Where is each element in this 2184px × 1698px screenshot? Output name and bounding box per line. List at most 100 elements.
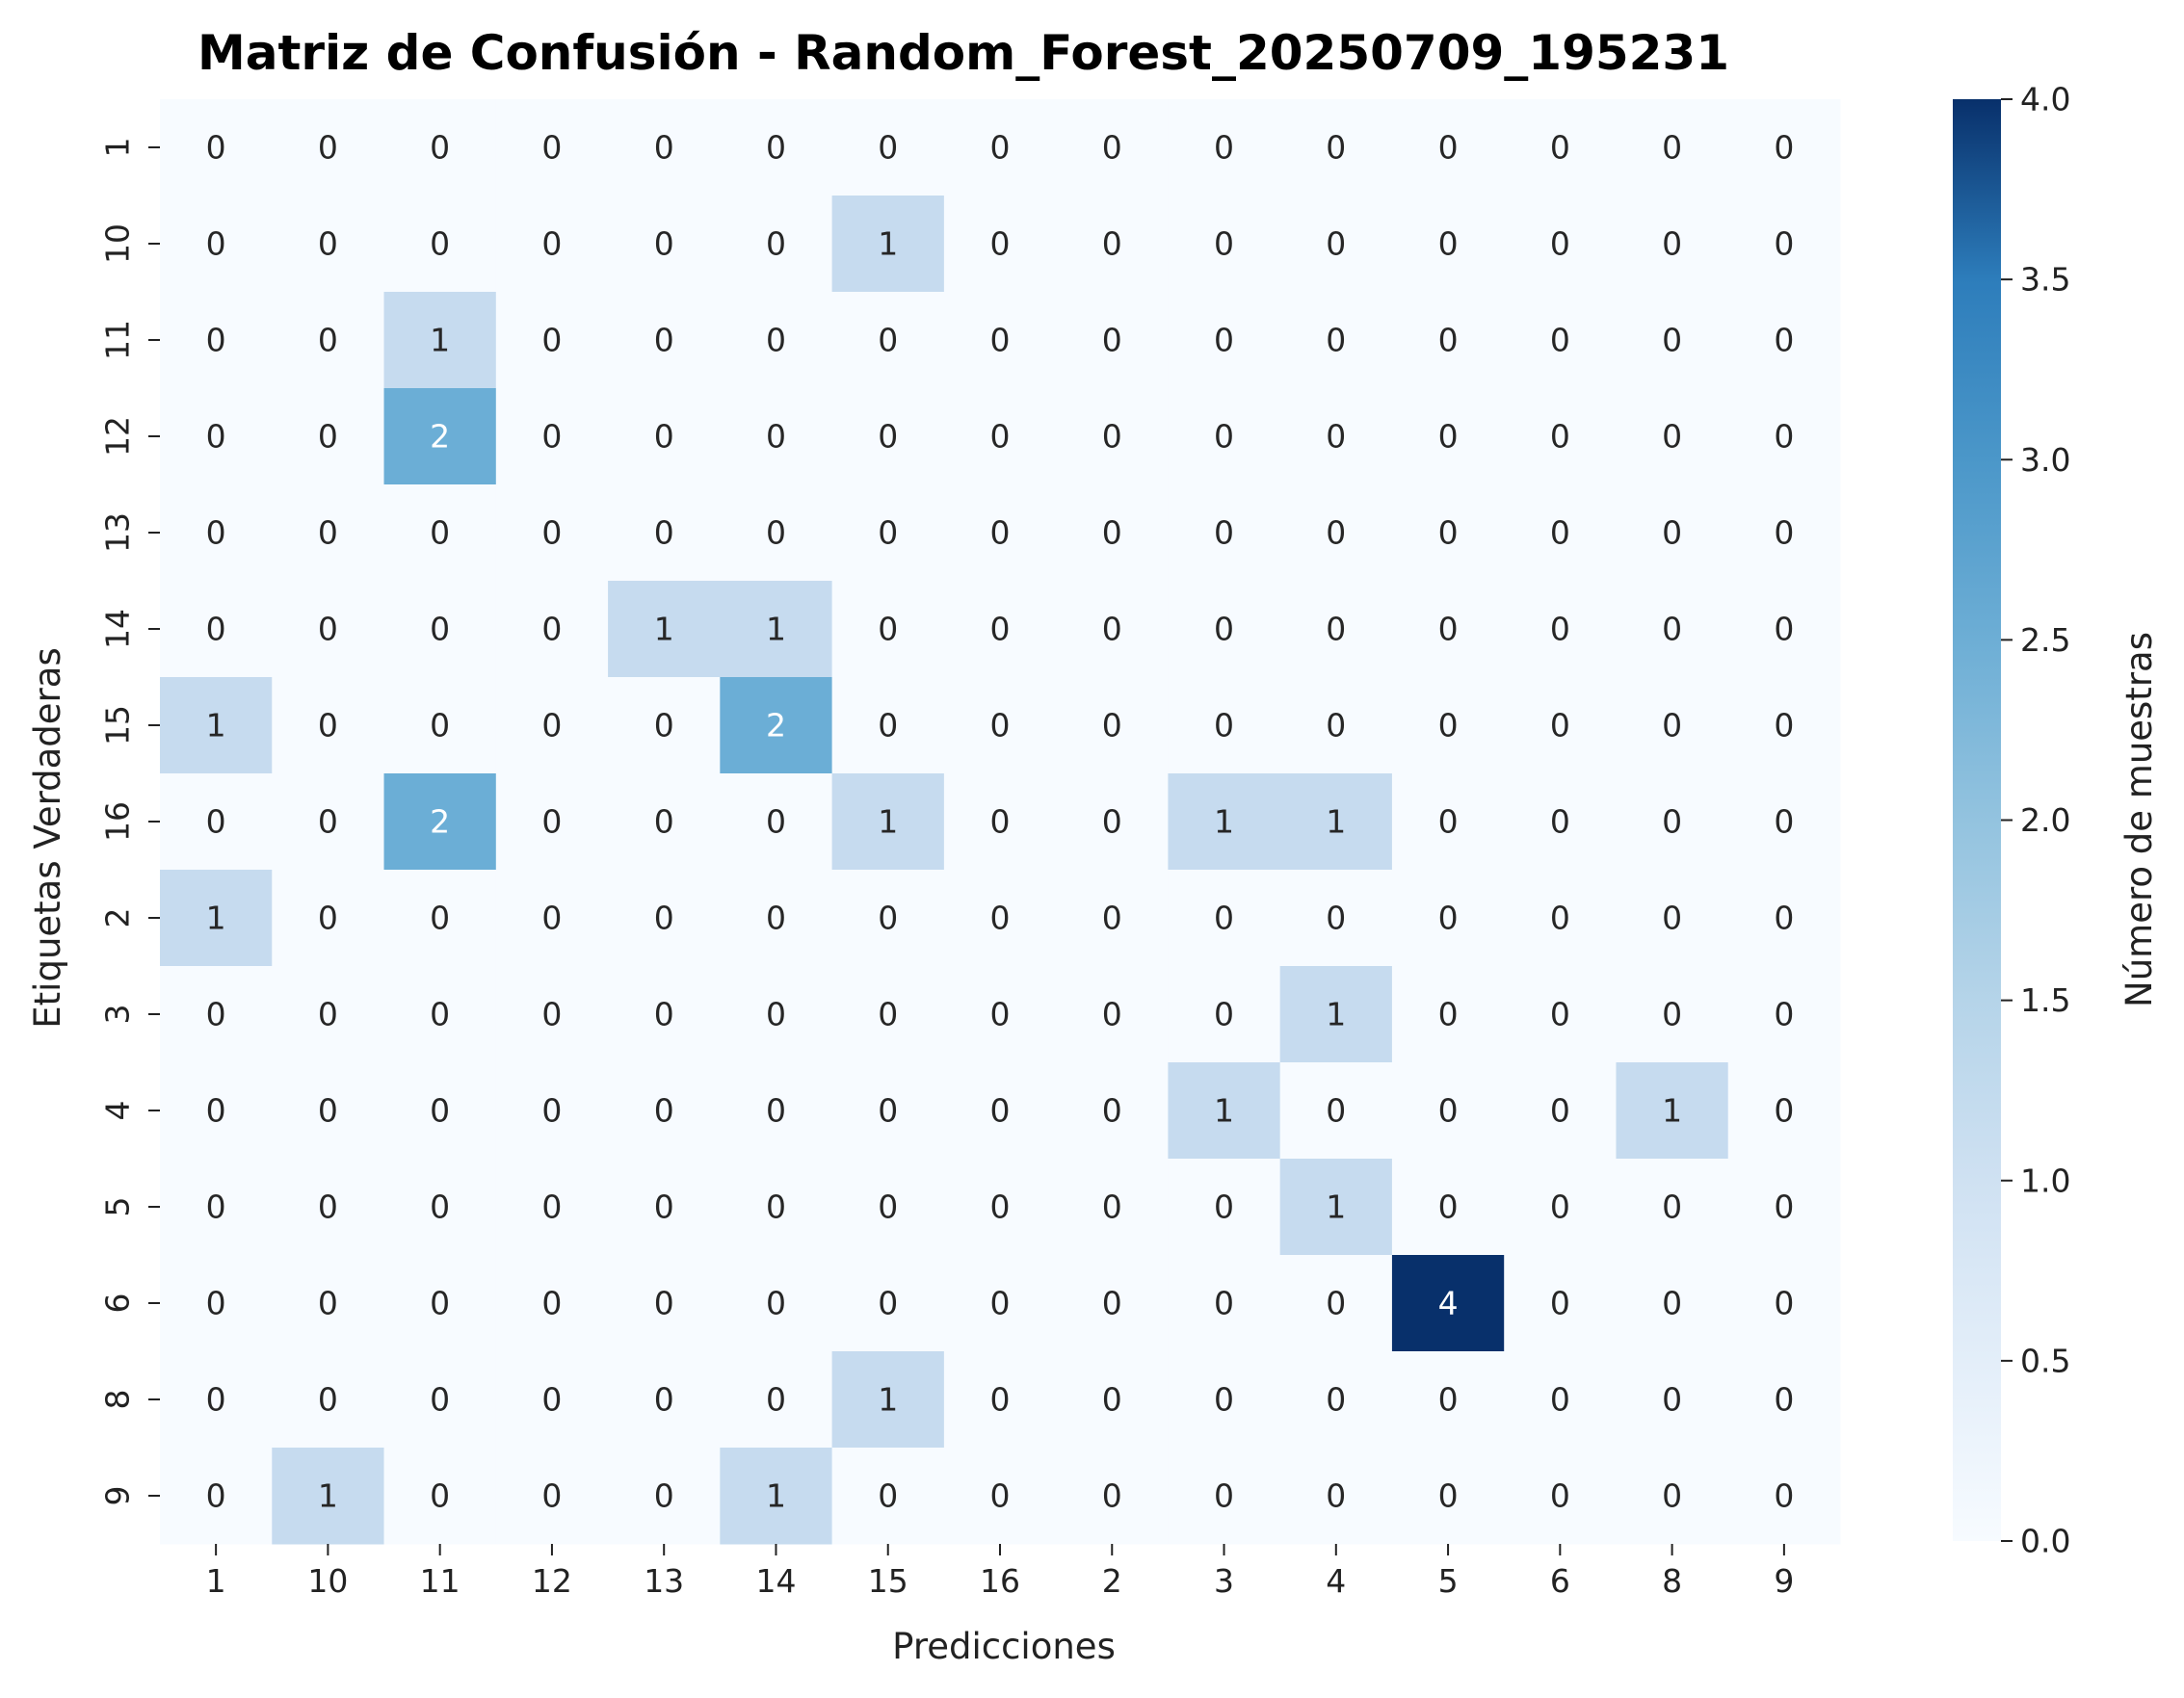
cell-value-label: 0 <box>1550 514 1570 552</box>
heatmap-cell <box>1504 773 1617 871</box>
heatmap-cell <box>1168 292 1281 389</box>
heatmap-cell <box>1504 1062 1617 1160</box>
cell-value-label: 0 <box>206 1477 226 1515</box>
heatmap-cell <box>1279 99 1393 196</box>
cell-value-label: 0 <box>1550 418 1570 456</box>
cell-value-label: 0 <box>318 1092 338 1130</box>
heatmap-cell <box>1056 1255 1169 1352</box>
cell-value-label: 0 <box>206 611 226 648</box>
heatmap-cell <box>495 773 609 871</box>
heatmap-cell <box>160 870 273 967</box>
colorbar-gradient <box>1953 99 2001 1541</box>
cell-value-label: 0 <box>1102 1477 1122 1515</box>
cell-value-label: 0 <box>1438 1381 1459 1419</box>
heatmap-cell <box>1727 99 1841 196</box>
cell-value-label: 0 <box>1550 996 1570 1033</box>
heatmap-cell <box>1391 388 1505 485</box>
cell-value-label: 0 <box>1438 514 1459 552</box>
x-tick-label: 4 <box>1326 1562 1346 1600</box>
y-tick-label: 5 <box>99 1197 137 1217</box>
heatmap-cell <box>1391 773 1505 871</box>
heatmap-cell <box>943 196 1057 293</box>
heatmap-cell <box>1616 484 1729 582</box>
cell-value-label: 2 <box>430 803 450 841</box>
cell-value-label: 1 <box>206 707 226 745</box>
heatmap-cell <box>1616 196 1729 293</box>
colorbar-ticks: 0.0 0.5 1.0 1.5 2.0 2.5 3.0 3.5 4.0 <box>2001 81 2070 1560</box>
heatmap-cell <box>1168 1448 1281 1545</box>
cell-value-label: 0 <box>541 900 562 937</box>
cell-value-label: 0 <box>1102 900 1122 937</box>
cell-value-label: 0 <box>1662 900 1682 937</box>
cell-value-label: 0 <box>766 1285 786 1322</box>
cell-value-label: 0 <box>1438 322 1459 359</box>
cell-value-label: 0 <box>206 1189 226 1226</box>
cell-value-label: 0 <box>654 1189 674 1226</box>
heatmap-cell <box>272 677 385 774</box>
heatmap-cell <box>831 677 945 774</box>
heatmap-cell <box>1616 870 1729 967</box>
heatmap-cell <box>1727 388 1841 485</box>
heatmap-cell <box>1056 773 1169 871</box>
cell-value-label: 1 <box>878 225 898 263</box>
cell-value-label: 0 <box>878 1092 898 1130</box>
cell-value-label: 0 <box>766 322 786 359</box>
cell-value-label: 0 <box>1214 418 1234 456</box>
heatmap-cell <box>383 1351 497 1449</box>
cell-value-label: 0 <box>541 1092 562 1130</box>
heatmap-cell <box>1168 1062 1281 1160</box>
heatmap-cell <box>1279 773 1393 871</box>
cell-value-label: 0 <box>1774 1381 1794 1419</box>
cell-value-label: 0 <box>1214 1381 1234 1419</box>
cell-value-label: 0 <box>1774 611 1794 648</box>
cell-value-label: 0 <box>766 803 786 841</box>
heatmap-cell <box>608 677 721 774</box>
heatmap-cell <box>1056 1062 1169 1160</box>
heatmap-cell <box>1504 484 1617 582</box>
cell-value-label: 0 <box>878 1477 898 1515</box>
heatmap-cell <box>272 966 385 1063</box>
cell-value-label: 0 <box>990 1381 1011 1419</box>
x-tick-label: 1 <box>206 1562 226 1600</box>
heatmap-cell <box>272 581 385 678</box>
heatmap-cell <box>720 1448 833 1545</box>
heatmap-cell <box>272 388 385 485</box>
heatmap-cell <box>1504 292 1617 389</box>
y-tick-label: 3 <box>99 1005 137 1025</box>
y-axis-ticks: 1 10 11 12 13 14 15 16 2 3 4 5 6 8 9 <box>99 138 160 1506</box>
heatmap-cell <box>943 870 1057 967</box>
y-axis-label: Etiquetas Verdaderas <box>27 647 68 1028</box>
heatmap-cell <box>495 966 609 1063</box>
heatmap-cell <box>495 581 609 678</box>
cell-value-label: 0 <box>541 1285 562 1322</box>
heatmap-cell <box>1616 388 1729 485</box>
heatmap-cell <box>720 773 833 871</box>
cell-value-label: 0 <box>1326 611 1346 648</box>
y-tick-label: 11 <box>99 320 137 360</box>
heatmap-cell <box>383 1255 497 1352</box>
cell-value-label: 0 <box>878 129 898 167</box>
cell-value-label: 0 <box>654 996 674 1033</box>
heatmap-cell <box>1168 484 1281 582</box>
cell-value-label: 0 <box>990 1285 1011 1322</box>
heatmap-cell <box>1727 1062 1841 1160</box>
cell-value-label: 0 <box>430 129 450 167</box>
heatmap-cell <box>831 99 945 196</box>
heatmap-cell <box>608 966 721 1063</box>
cell-value-label: 0 <box>1774 803 1794 841</box>
heatmap-cell <box>1504 677 1617 774</box>
heatmap-cell <box>1279 1062 1393 1160</box>
cell-value-label: 0 <box>541 1381 562 1419</box>
cell-value-label: 1 <box>766 1477 786 1515</box>
cell-value-label: 0 <box>1662 1285 1682 1322</box>
heatmap-cell <box>383 484 497 582</box>
cell-value-label: 0 <box>1438 1477 1459 1515</box>
heatmap-cell <box>608 1448 721 1545</box>
cell-value-label: 0 <box>1550 1189 1570 1226</box>
cell-value-label: 0 <box>1326 900 1346 937</box>
cell-value-label: 0 <box>1550 707 1570 745</box>
cell-value-label: 0 <box>1774 1285 1794 1322</box>
heatmap-cell <box>1168 1255 1281 1352</box>
cell-value-label: 0 <box>318 803 338 841</box>
heatmap-cell <box>831 196 945 293</box>
